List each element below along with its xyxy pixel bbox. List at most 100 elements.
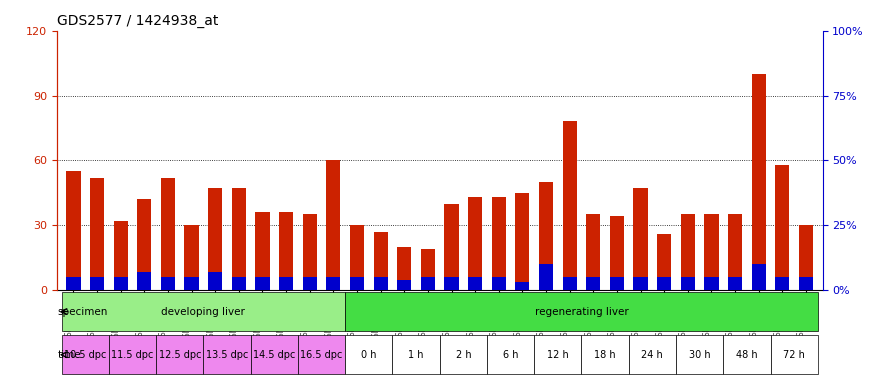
Bar xyxy=(397,247,411,290)
Bar xyxy=(374,232,388,290)
Bar xyxy=(114,277,128,290)
Text: 12.5 dpc: 12.5 dpc xyxy=(158,350,201,360)
Bar xyxy=(303,214,317,290)
Bar xyxy=(586,214,600,290)
Bar xyxy=(255,212,270,290)
Bar xyxy=(444,204,458,290)
Text: 11.5 dpc: 11.5 dpc xyxy=(111,350,154,360)
FancyBboxPatch shape xyxy=(298,335,345,374)
Bar xyxy=(563,121,577,290)
FancyBboxPatch shape xyxy=(724,335,771,374)
Text: 14.5 dpc: 14.5 dpc xyxy=(253,350,296,360)
Bar xyxy=(374,277,388,290)
Text: GDS2577 / 1424938_at: GDS2577 / 1424938_at xyxy=(57,14,218,28)
Bar xyxy=(539,264,553,290)
Text: 72 h: 72 h xyxy=(783,350,805,360)
Bar xyxy=(492,197,506,290)
Bar xyxy=(728,214,742,290)
Text: 10.5 dpc: 10.5 dpc xyxy=(64,350,107,360)
Text: 0 h: 0 h xyxy=(361,350,376,360)
Text: time: time xyxy=(58,350,81,360)
Bar xyxy=(515,193,529,290)
Bar xyxy=(704,277,718,290)
Text: regenerating liver: regenerating liver xyxy=(535,306,628,316)
FancyBboxPatch shape xyxy=(676,335,724,374)
Bar xyxy=(421,249,435,290)
FancyBboxPatch shape xyxy=(535,335,582,374)
Bar xyxy=(444,277,458,290)
Text: 24 h: 24 h xyxy=(641,350,663,360)
FancyBboxPatch shape xyxy=(582,335,629,374)
Bar xyxy=(468,277,482,290)
FancyBboxPatch shape xyxy=(345,292,818,331)
FancyBboxPatch shape xyxy=(61,335,108,374)
Bar xyxy=(208,272,222,290)
Bar xyxy=(137,272,151,290)
Bar xyxy=(326,161,340,290)
Bar xyxy=(775,165,789,290)
Text: 16.5 dpc: 16.5 dpc xyxy=(300,350,343,360)
Bar xyxy=(799,225,813,290)
Bar xyxy=(350,225,364,290)
FancyBboxPatch shape xyxy=(250,335,298,374)
Bar xyxy=(208,189,222,290)
Bar xyxy=(161,177,175,290)
Bar xyxy=(232,189,246,290)
Bar xyxy=(137,199,151,290)
Bar xyxy=(752,74,766,290)
Bar xyxy=(90,177,104,290)
Bar xyxy=(421,277,435,290)
Text: 12 h: 12 h xyxy=(547,350,569,360)
Bar xyxy=(66,171,80,290)
Bar xyxy=(610,217,624,290)
Bar xyxy=(397,280,411,290)
Bar xyxy=(610,277,624,290)
Bar xyxy=(255,277,270,290)
FancyBboxPatch shape xyxy=(345,335,392,374)
Bar xyxy=(279,212,293,290)
FancyBboxPatch shape xyxy=(108,335,156,374)
Bar xyxy=(185,277,199,290)
FancyBboxPatch shape xyxy=(203,335,250,374)
Bar xyxy=(114,221,128,290)
Bar xyxy=(161,277,175,290)
Bar xyxy=(634,189,648,290)
Bar xyxy=(634,277,648,290)
Bar xyxy=(66,277,80,290)
Bar xyxy=(232,277,246,290)
FancyBboxPatch shape xyxy=(156,335,203,374)
FancyBboxPatch shape xyxy=(629,335,676,374)
Bar xyxy=(185,225,199,290)
Bar xyxy=(492,277,506,290)
Bar xyxy=(728,277,742,290)
Bar xyxy=(326,277,340,290)
Text: 2 h: 2 h xyxy=(456,350,471,360)
Text: 30 h: 30 h xyxy=(689,350,710,360)
Bar xyxy=(468,197,482,290)
Bar xyxy=(303,277,317,290)
Text: 13.5 dpc: 13.5 dpc xyxy=(206,350,248,360)
Bar xyxy=(681,214,695,290)
Bar xyxy=(515,282,529,290)
Bar xyxy=(279,277,293,290)
FancyBboxPatch shape xyxy=(487,335,535,374)
FancyBboxPatch shape xyxy=(392,335,440,374)
Text: specimen: specimen xyxy=(58,306,108,316)
FancyBboxPatch shape xyxy=(61,292,345,331)
Bar xyxy=(90,277,104,290)
Bar xyxy=(586,277,600,290)
Bar xyxy=(539,182,553,290)
Bar xyxy=(775,277,789,290)
Bar xyxy=(657,277,671,290)
Bar xyxy=(704,214,718,290)
Bar xyxy=(657,234,671,290)
Bar xyxy=(563,277,577,290)
Bar xyxy=(350,277,364,290)
Bar xyxy=(681,277,695,290)
Text: 1 h: 1 h xyxy=(409,350,423,360)
Text: 48 h: 48 h xyxy=(736,350,758,360)
Text: 18 h: 18 h xyxy=(594,350,616,360)
Text: developing liver: developing liver xyxy=(162,306,245,316)
FancyBboxPatch shape xyxy=(440,335,487,374)
FancyBboxPatch shape xyxy=(771,335,818,374)
